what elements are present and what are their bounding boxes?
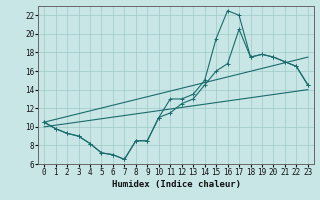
X-axis label: Humidex (Indice chaleur): Humidex (Indice chaleur) <box>111 180 241 189</box>
